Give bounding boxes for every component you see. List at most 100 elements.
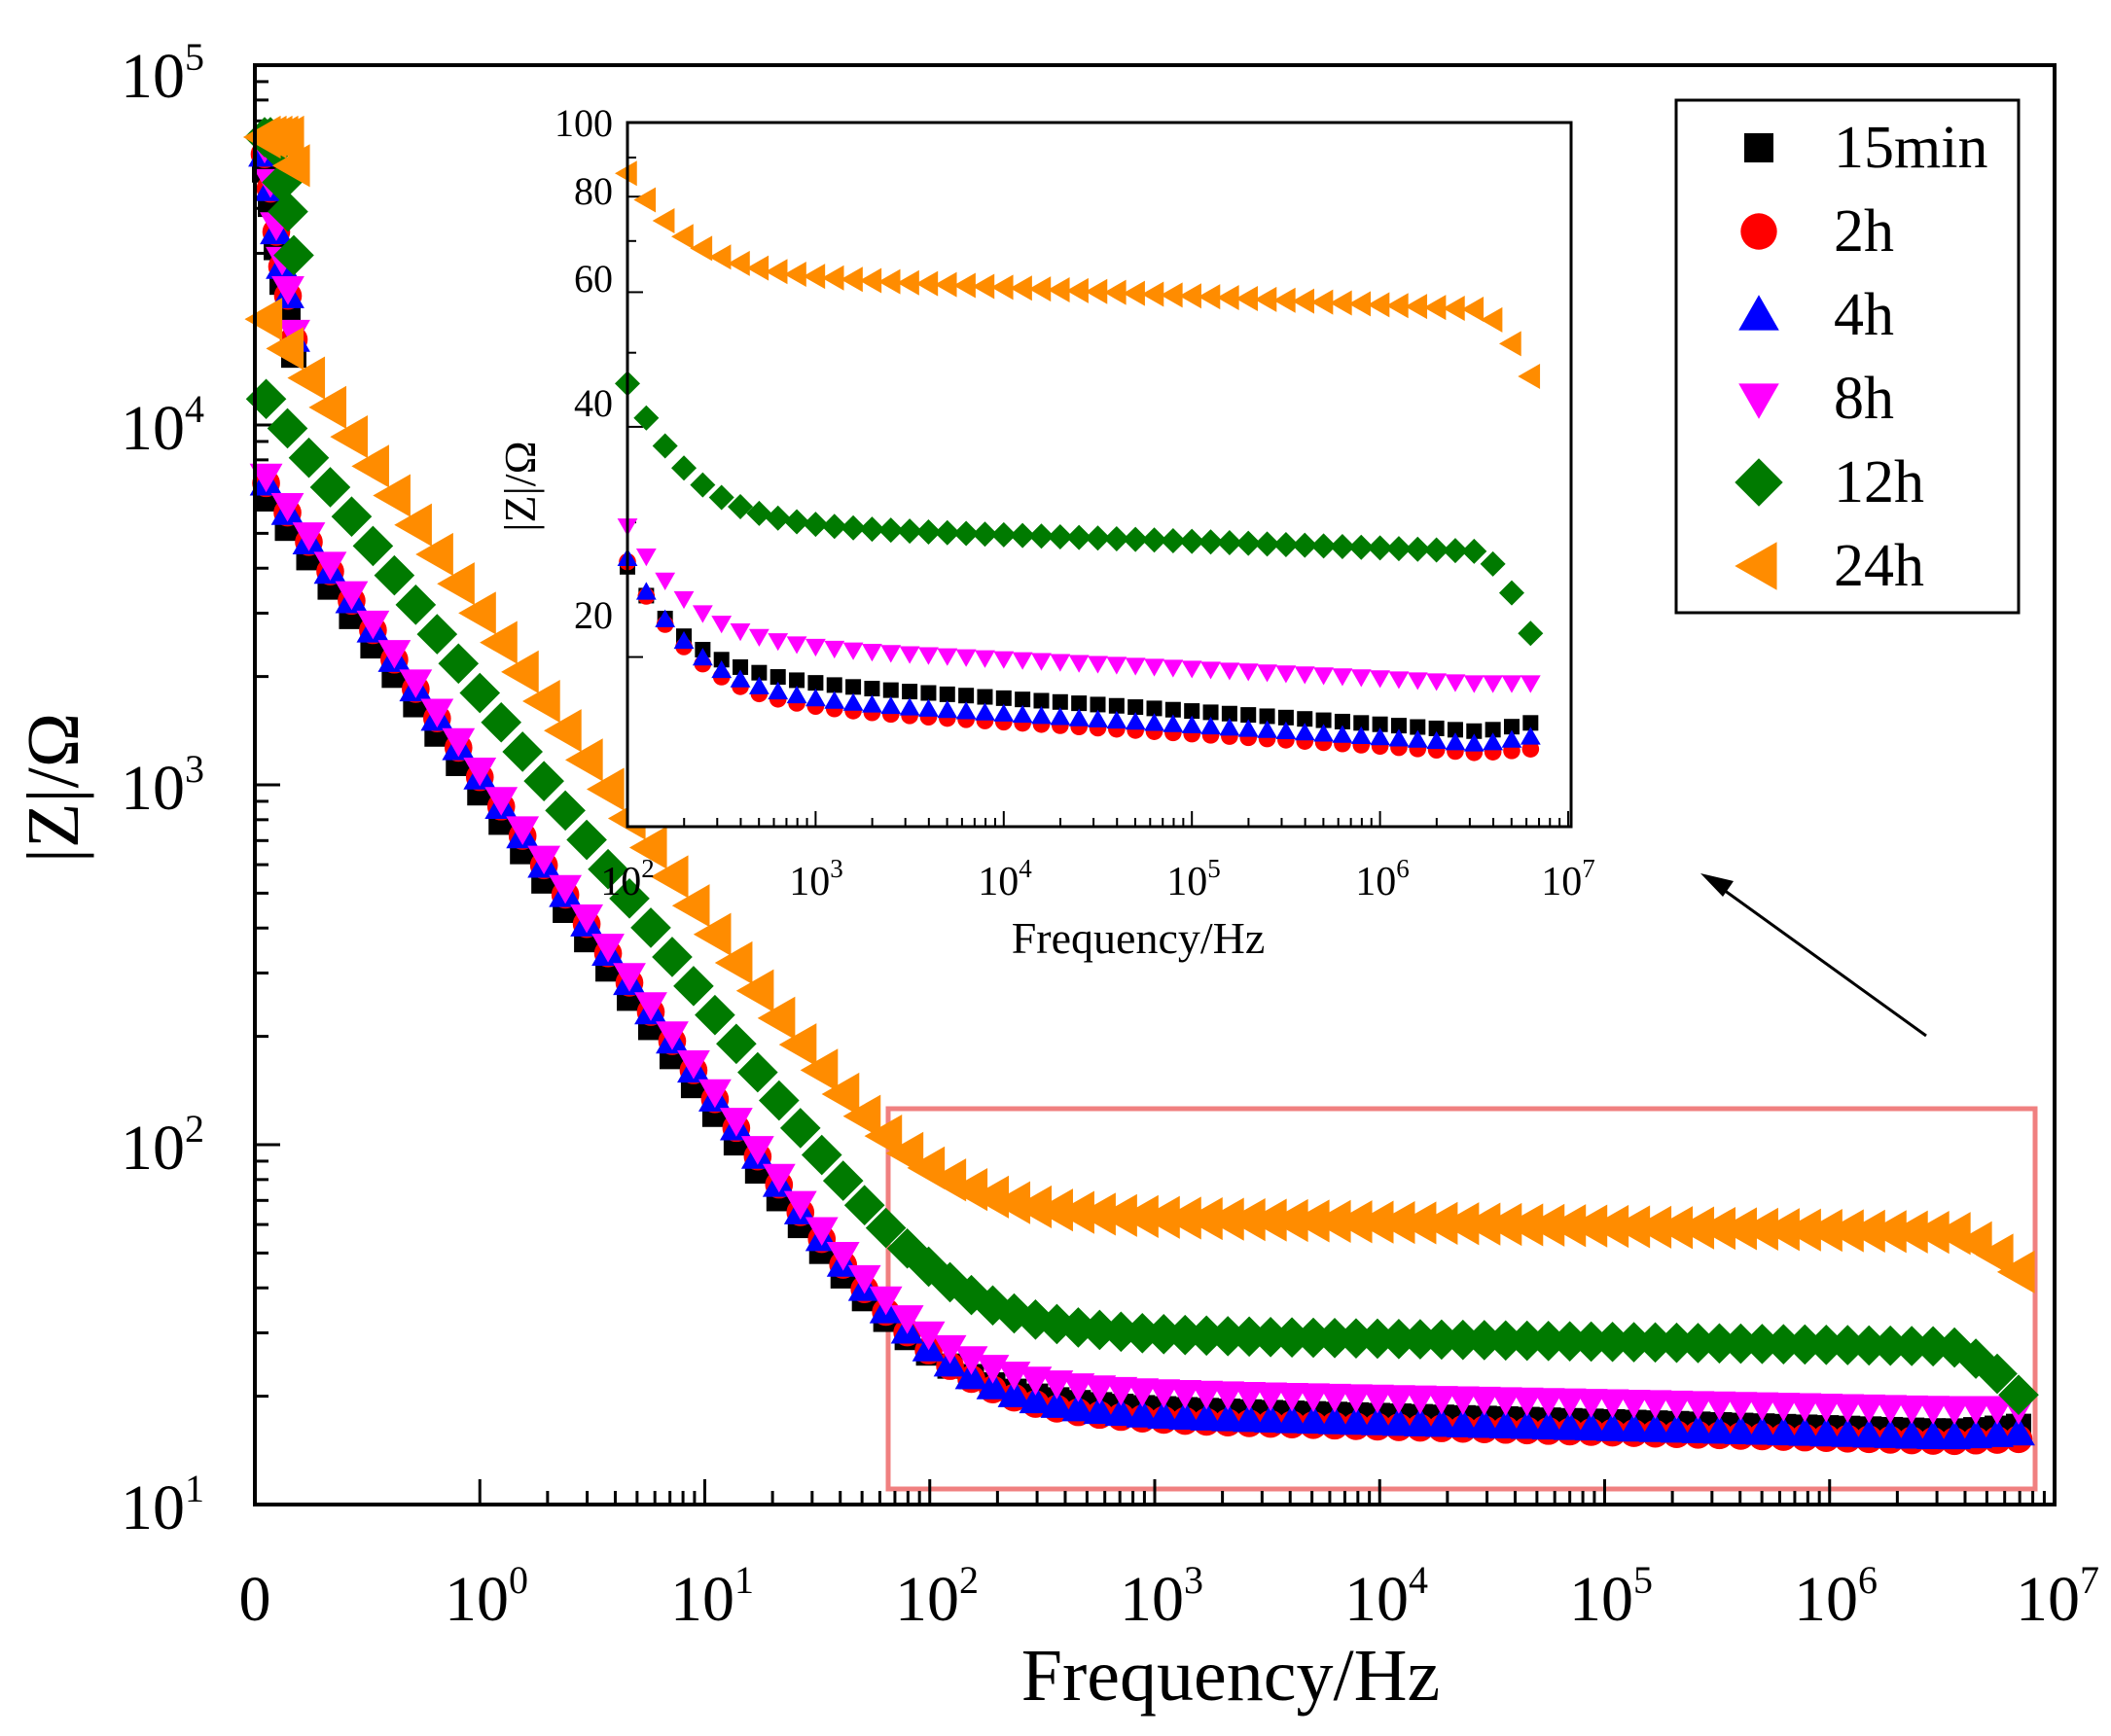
data-point [751, 664, 768, 681]
data-point [1467, 1408, 1501, 1438]
data-point [373, 474, 411, 517]
data-point [1271, 1317, 1312, 1358]
data-point [1959, 1419, 1992, 1449]
main-x-axis-title: Frequency/Hz [1021, 1635, 1441, 1717]
data-point [1617, 1389, 1651, 1419]
data-point [800, 1048, 839, 1092]
data-point [1035, 1188, 1073, 1232]
data-point [1088, 709, 1108, 727]
data-point [635, 582, 657, 600]
data-point [1126, 1378, 1160, 1407]
data-point [420, 698, 454, 728]
data-point [1938, 1420, 1971, 1450]
data-point [1385, 293, 1409, 319]
data-point [779, 1108, 821, 1149]
data-point [1488, 1409, 1522, 1438]
data-point [1090, 696, 1106, 713]
data-point [698, 1079, 732, 1109]
data-point [786, 636, 807, 655]
data-point [1350, 726, 1372, 745]
data-point [1198, 529, 1224, 555]
data-point [803, 264, 826, 290]
data-point [1318, 1405, 1351, 1435]
data-point [1052, 693, 1068, 710]
data-point [1181, 715, 1202, 733]
data-point [652, 937, 693, 977]
data-point [1233, 1402, 1267, 1433]
data-point [1549, 1321, 1591, 1362]
data-point [335, 581, 369, 611]
data-point [822, 1160, 864, 1201]
data-point [266, 327, 304, 371]
data-point [1010, 522, 1036, 549]
data-point [789, 672, 805, 689]
data-point [841, 266, 863, 293]
data-point [564, 738, 603, 782]
data-point [1719, 1207, 1757, 1251]
inset-x-tick-label: 104 [978, 854, 1032, 904]
inset-x-tick-label: 105 [1166, 854, 1221, 904]
data-point [656, 1021, 689, 1050]
data-point [1441, 1202, 1480, 1246]
data-point [990, 274, 1014, 301]
data-point [1141, 527, 1167, 553]
data-point [1186, 1315, 1227, 1357]
data-point [719, 1108, 753, 1137]
main-y-tick-label: 104 [121, 387, 204, 464]
data-point [1198, 284, 1221, 310]
data-point [1442, 296, 1465, 322]
data-point [1164, 701, 1181, 718]
data-point [934, 519, 960, 546]
data-point [1403, 1385, 1437, 1415]
data-point [1826, 1209, 1864, 1253]
data-point [920, 685, 937, 701]
data-point [1847, 1209, 1885, 1254]
data-point [953, 272, 976, 299]
data-point [1405, 536, 1431, 562]
data-point [1681, 1391, 1715, 1420]
data-point [480, 620, 518, 664]
main-plot-frame [253, 63, 2057, 1506]
data-point [673, 590, 695, 610]
data-point [1083, 1395, 1117, 1425]
data-point [1240, 707, 1257, 724]
data-point [1488, 1387, 1522, 1416]
inset-x-tick-label: 107 [1541, 854, 1595, 904]
data-point [899, 646, 920, 664]
data-point [271, 144, 310, 188]
data-point [1061, 1392, 1095, 1422]
legend-box [1674, 98, 2021, 615]
data-point [759, 1080, 800, 1121]
data-point [934, 271, 957, 298]
data-point [865, 1207, 907, 1249]
data-point [971, 1175, 1010, 1219]
data-point [1595, 1412, 1629, 1441]
legend-label: 4h [1834, 282, 1894, 348]
arrow-icon [1700, 873, 1927, 1038]
data-point [1510, 1387, 1544, 1417]
inset-y-tick-label: 100 [555, 101, 613, 145]
data-point [1106, 656, 1127, 675]
data-point [655, 609, 676, 627]
data-point [897, 518, 923, 545]
data-point [803, 512, 829, 538]
data-point [1520, 726, 1541, 745]
data-point [1372, 716, 1388, 732]
data-point [1548, 1204, 1587, 1248]
data-point [330, 414, 369, 459]
data-point [1012, 704, 1033, 724]
inset-y-tick-label: 20 [574, 593, 613, 637]
data-point [1501, 675, 1522, 693]
legend-markers [1735, 133, 1783, 590]
data-point [1419, 1201, 1458, 1245]
inset-series-24h [615, 160, 1541, 389]
data-point [634, 992, 667, 1021]
data-point [765, 505, 791, 531]
data-point [586, 767, 625, 811]
data-point [1066, 524, 1092, 550]
data-point [309, 467, 351, 508]
data-point [1144, 658, 1164, 677]
data-point [1126, 1399, 1160, 1428]
data-point [1398, 1201, 1437, 1245]
data-point [1592, 1321, 1633, 1363]
